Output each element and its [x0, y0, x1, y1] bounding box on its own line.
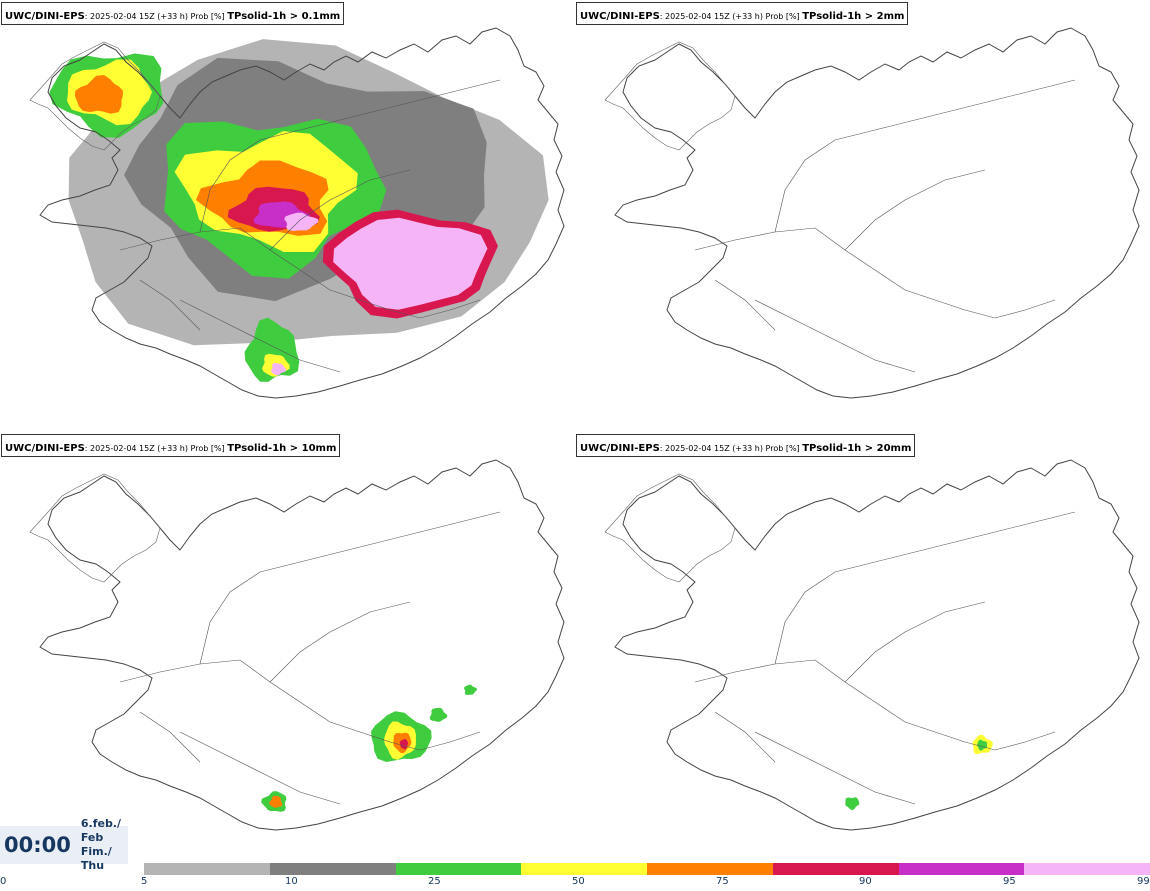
road-line: [714, 279, 776, 331]
colorbar-segment: [1024, 863, 1150, 875]
probability-area: [429, 707, 448, 722]
probability-area: [269, 795, 283, 808]
coastline: [39, 459, 565, 831]
probability-area: [845, 797, 860, 810]
map-panel-10mm: UWC/DINI-EPS: 2025-02-04 15Z (+33 h) Pro…: [0, 432, 575, 864]
westfjords-outline: [29, 473, 161, 583]
panel-title: UWC/DINI-EPS: 2025-02-04 15Z (+33 h) Pro…: [1, 434, 341, 457]
panel-title: UWC/DINI-EPS: 2025-02-04 15Z (+33 h) Pro…: [576, 434, 916, 457]
model-name: UWC/DINI-EPS: [580, 11, 660, 22]
colorbar-segment: [772, 863, 899, 875]
colorbar-segment: [898, 863, 1025, 875]
probability-area: [271, 362, 286, 376]
map-panel-20mm: UWC/DINI-EPS: 2025-02-04 15Z (+33 h) Pro…: [575, 432, 1150, 864]
variable-threshold: TPsolid-1h > 2mm: [802, 11, 905, 22]
map-panel-01mm: UWC/DINI-EPS: 2025-02-04 15Z (+33 h) Pro…: [0, 0, 575, 432]
variable-threshold: TPsolid-1h > 20mm: [802, 443, 912, 454]
colorbar-segment: [647, 863, 773, 875]
road-line: [269, 601, 411, 683]
probability-colorbar: [144, 863, 1150, 875]
probability-area: [333, 217, 488, 310]
valid-date: 6.feb./ Feb Fim./ Thu: [81, 817, 128, 873]
run-info: : 2025-02-04 15Z (+33 h) Prob [%]: [659, 444, 803, 453]
westfjords-outline: [604, 41, 736, 151]
road-line: [714, 711, 776, 763]
run-info: : 2025-02-04 15Z (+33 h) Prob [%]: [84, 444, 228, 453]
colorbar-tick-label: 0: [0, 876, 7, 887]
model-name: UWC/DINI-EPS: [5, 443, 85, 454]
variable-threshold: TPsolid-1h > 0.1mm: [227, 11, 341, 22]
road-line: [139, 711, 201, 763]
road-line: [119, 227, 481, 319]
colorbar-tick-label: 75: [716, 876, 729, 887]
westfjords-outline: [29, 41, 161, 151]
probability-area: [399, 738, 408, 750]
road-line: [119, 659, 481, 751]
map-canvas: [604, 27, 1140, 399]
road-line: [754, 731, 916, 805]
colorbar-segment: [395, 863, 522, 875]
valid-time: 00:00: [4, 833, 71, 857]
road-line: [774, 79, 1076, 233]
colorbar-segment: [269, 863, 396, 875]
road-line: [269, 169, 411, 251]
road-line: [774, 511, 1076, 665]
valid-date-weekday: Fim./ Thu: [80, 845, 112, 872]
coastline: [614, 27, 1140, 399]
colorbar-segment: [521, 863, 647, 875]
colorbar-tick-label: 25: [428, 876, 441, 887]
road-line: [844, 169, 986, 251]
road-line: [139, 279, 201, 331]
coastline: [39, 27, 565, 399]
probability-area: [977, 739, 987, 751]
road-line: [844, 601, 986, 683]
map-canvas: [29, 459, 565, 831]
valid-date-day: 6.feb./ Feb: [80, 817, 122, 844]
run-info: : 2025-02-04 15Z (+33 h) Prob [%]: [659, 12, 803, 21]
road-line: [754, 299, 916, 373]
road-line: [179, 299, 341, 373]
valid-time-box: 00:00 6.feb./ Feb Fim./ Thu: [0, 817, 128, 872]
colorbar-tick-label: 10: [285, 876, 298, 887]
colorbar-tick-label: 95: [1003, 876, 1016, 887]
map-canvas: [29, 27, 565, 399]
colorbar-segment: [144, 863, 270, 875]
probability-area: [284, 212, 319, 231]
colorbar-tick-label: 50: [572, 876, 585, 887]
model-name: UWC/DINI-EPS: [580, 443, 660, 454]
road-line: [199, 79, 501, 233]
road-line: [179, 731, 341, 805]
road-line: [199, 511, 501, 665]
probability-area: [74, 75, 123, 114]
coastline: [614, 459, 1140, 831]
probability-area: [464, 684, 477, 695]
colorbar-tick-label: 90: [859, 876, 872, 887]
road-line: [694, 659, 1056, 751]
colorbar-tick-label: 99: [1137, 876, 1150, 887]
panel-title: UWC/DINI-EPS: 2025-02-04 15Z (+33 h) Pro…: [576, 2, 909, 25]
westfjords-outline: [604, 473, 736, 583]
panel-title: UWC/DINI-EPS: 2025-02-04 15Z (+33 h) Pro…: [1, 2, 345, 25]
model-name: UWC/DINI-EPS: [5, 11, 85, 22]
colorbar-tick-label: 5: [141, 876, 148, 887]
variable-threshold: TPsolid-1h > 10mm: [227, 443, 337, 454]
run-info: : 2025-02-04 15Z (+33 h) Prob [%]: [84, 12, 228, 21]
road-line: [694, 227, 1056, 319]
map-panel-2mm: UWC/DINI-EPS: 2025-02-04 15Z (+33 h) Pro…: [575, 0, 1150, 432]
map-canvas: [604, 459, 1140, 831]
